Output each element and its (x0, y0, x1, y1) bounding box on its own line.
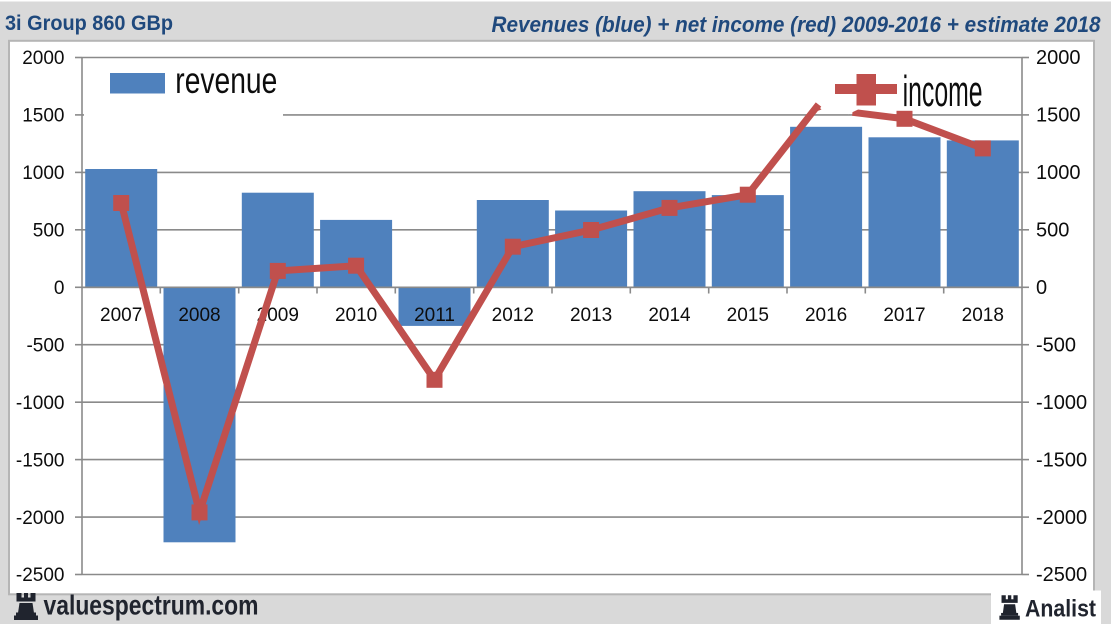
svg-text:2000: 2000 (1036, 47, 1081, 69)
svg-text:2013: 2013 (570, 305, 612, 326)
svg-text:2010: 2010 (335, 305, 377, 326)
svg-text:1500: 1500 (22, 106, 64, 127)
svg-text:-2000: -2000 (1036, 507, 1087, 529)
svg-text:income: income (903, 67, 983, 116)
svg-text:2014: 2014 (648, 305, 691, 326)
svg-text:-500: -500 (1036, 334, 1076, 356)
svg-text:-1000: -1000 (1036, 392, 1087, 414)
svg-text:-1000: -1000 (16, 393, 65, 414)
svg-text:2007: 2007 (100, 305, 142, 326)
svg-text:1000: 1000 (22, 163, 64, 184)
svg-text:500: 500 (1036, 220, 1069, 242)
svg-text:revenue: revenue (175, 60, 277, 101)
svg-text:Analist: Analist (1025, 595, 1096, 622)
svg-text:2015: 2015 (727, 305, 769, 326)
svg-text:-1500: -1500 (1036, 449, 1087, 471)
svg-text:valuespectrum.com: valuespectrum.com (44, 589, 259, 620)
svg-text:-2500: -2500 (16, 565, 65, 586)
svg-text:2008: 2008 (178, 305, 220, 326)
svg-text:2016: 2016 (805, 305, 847, 326)
svg-text:0: 0 (54, 278, 65, 299)
svg-text:3i Group 860 GBp: 3i Group 860 GBp (5, 12, 173, 35)
svg-text:0: 0 (1036, 277, 1047, 299)
svg-text:2011: 2011 (414, 305, 455, 326)
svg-text:2012: 2012 (492, 305, 534, 326)
svg-text:2000: 2000 (22, 48, 64, 69)
svg-text:-500: -500 (26, 335, 64, 356)
svg-text:2017: 2017 (883, 305, 925, 326)
svg-text:-2500: -2500 (1036, 564, 1087, 586)
svg-text:-2000: -2000 (16, 508, 65, 529)
svg-text:Revenues (blue) + net income (: Revenues (blue) + net income (red) 2009-… (492, 12, 1102, 37)
svg-text:-1500: -1500 (16, 450, 65, 471)
svg-text:500: 500 (33, 221, 65, 242)
svg-text:1500: 1500 (1036, 105, 1081, 127)
svg-text:1000: 1000 (1036, 162, 1081, 184)
svg-text:2018: 2018 (962, 305, 1004, 326)
